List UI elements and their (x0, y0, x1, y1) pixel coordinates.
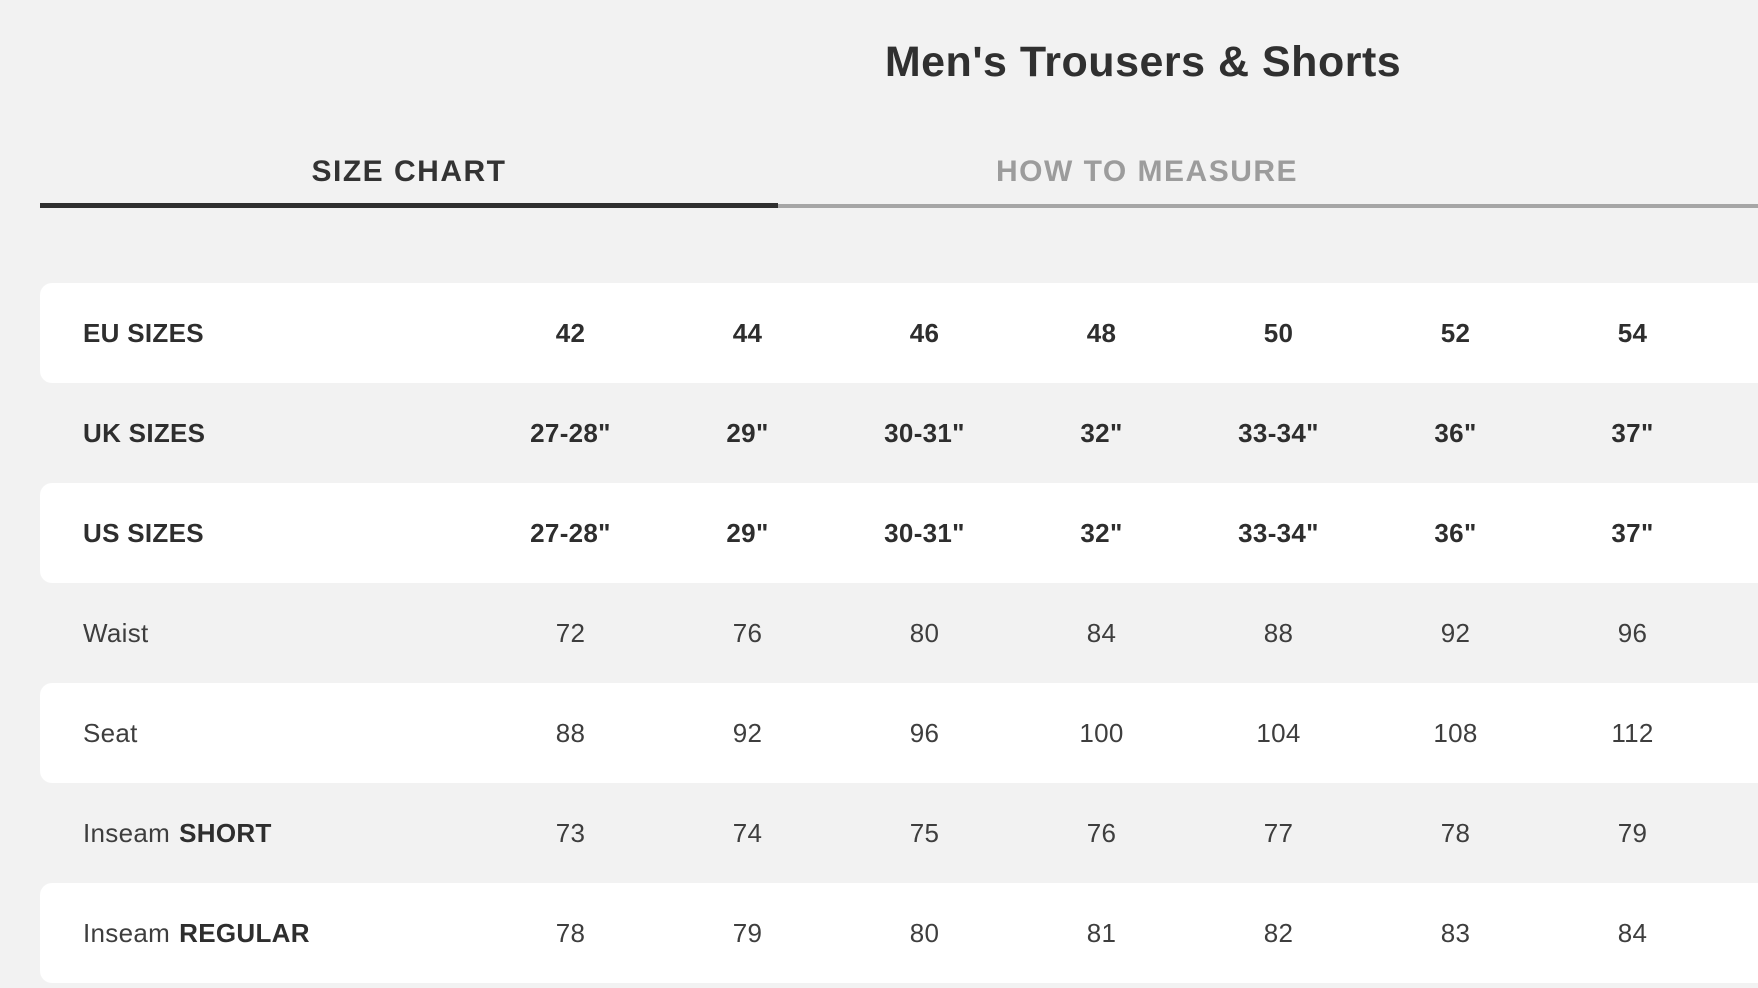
size-value: 73 (555, 817, 586, 848)
size-value: 42 (555, 317, 586, 348)
size-value: 44 (732, 317, 763, 348)
row-label: UK SIZES (83, 417, 206, 448)
size-value: 112 (1611, 717, 1654, 748)
size-value: 76 (1086, 817, 1117, 848)
size-value: 50 (1263, 317, 1294, 348)
size-value: 46 (909, 317, 940, 348)
size-value: 100 (1079, 717, 1124, 748)
size-value: 27-28" (530, 517, 611, 548)
size-value: 37" (1611, 417, 1654, 448)
size-value: 92 (1440, 617, 1471, 648)
size-value: 76 (732, 617, 763, 648)
table-row: UK SIZES 27-28" 29" 30-31" 32" 33-34" 36" 37" (40, 383, 1758, 483)
size-value: 80 (909, 617, 940, 648)
size-value: 88 (1263, 617, 1294, 648)
row-label: Waist (83, 617, 149, 648)
size-value: 81 (1086, 917, 1117, 948)
size-value: 32" (1080, 417, 1123, 448)
table-row: Inseam REGULAR 78 79 80 81 82 83 84 (40, 883, 1758, 983)
tab-bar-filler (1516, 140, 1758, 208)
size-value: 82 (1263, 917, 1294, 948)
size-value: 30-31" (884, 517, 965, 548)
size-value: 77 (1263, 817, 1294, 848)
row-label: EU SIZES (83, 317, 204, 348)
size-value: 27-28" (530, 417, 611, 448)
size-value: 30-31" (884, 417, 965, 448)
size-value: 108 (1433, 717, 1478, 748)
size-value: 80 (909, 917, 940, 948)
size-value: 74 (732, 817, 763, 848)
size-value: 54 (1617, 317, 1648, 348)
size-value: 78 (1440, 817, 1471, 848)
row-label: Inseam REGULAR (83, 917, 310, 948)
size-value: 33-34" (1238, 417, 1319, 448)
size-value: 75 (909, 817, 940, 848)
size-value: 52 (1440, 317, 1471, 348)
size-value: 84 (1086, 617, 1117, 648)
page-title: Men's Trousers & Shorts (884, 38, 1402, 86)
size-value: 33-34" (1238, 517, 1319, 548)
size-value: 37" (1611, 517, 1654, 548)
size-value: 104 (1256, 717, 1301, 748)
table-row: EU SIZES 42 44 46 48 50 52 54 (40, 283, 1758, 383)
size-value: 92 (732, 717, 763, 748)
size-value: 36" (1434, 417, 1477, 448)
tab-how-to-measure[interactable]: HOW TO MEASURE (778, 140, 1516, 208)
size-value: 79 (732, 917, 763, 948)
table-row: Inseam SHORT 73 74 75 76 77 78 79 (40, 783, 1758, 883)
size-value: 72 (555, 617, 586, 648)
size-value: 96 (909, 717, 940, 748)
size-value: 48 (1086, 317, 1117, 348)
row-label: Inseam SHORT (83, 817, 272, 848)
tab-bar: SIZE CHART HOW TO MEASURE (40, 140, 1758, 208)
size-table: EU SIZES 42 44 46 48 50 52 54 UK SIZES 27-28" 29" 3… (40, 283, 1758, 983)
size-value: 29" (726, 417, 769, 448)
size-value: 84 (1617, 917, 1648, 948)
row-label: Seat (83, 717, 138, 748)
size-value: 32" (1080, 517, 1123, 548)
row-label: US SIZES (83, 517, 204, 548)
size-value: 29" (726, 517, 769, 548)
table-row: US SIZES 27-28" 29" 30-31" 32" 33-34" 36" 37" (40, 483, 1758, 583)
size-value: 79 (1617, 817, 1648, 848)
row-label-suffix: REGULAR (179, 917, 310, 948)
size-value: 78 (555, 917, 586, 948)
size-value: 96 (1617, 617, 1648, 648)
size-value: 83 (1440, 917, 1471, 948)
table-row: Waist 72 76 80 84 88 92 96 (40, 583, 1758, 683)
size-value: 88 (555, 717, 586, 748)
table-row: Seat 88 92 96 100 104 108 112 (40, 683, 1758, 783)
row-label-suffix: SHORT (179, 817, 272, 848)
tab-size-chart[interactable]: SIZE CHART (40, 140, 778, 208)
size-value: 36" (1434, 517, 1477, 548)
